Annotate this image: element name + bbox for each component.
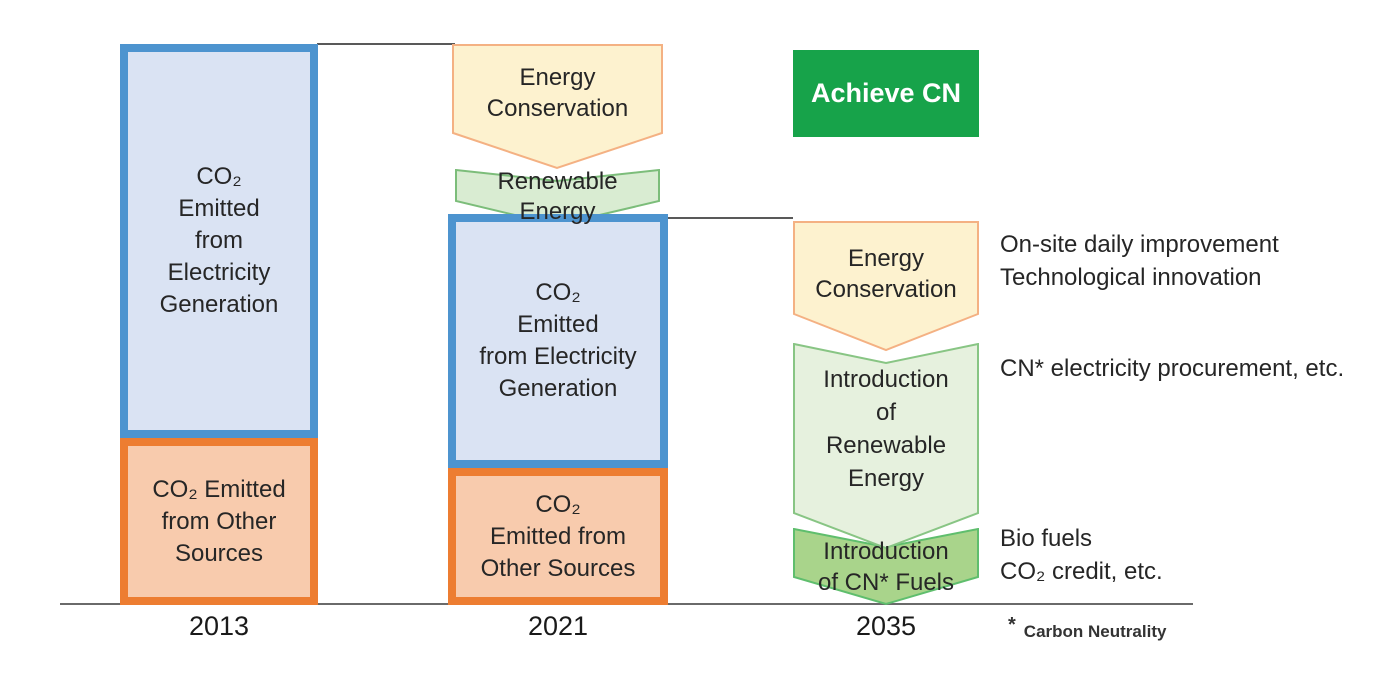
arrow-2021-energy-conservation xyxy=(452,44,663,170)
bar-2013-electricity-co2: CO₂ Emitted from Electricity Generation xyxy=(120,44,318,438)
arrow-2035-renewable-energy-label: Introduction of Renewable Energy xyxy=(823,366,949,492)
arrow-2021-renewable-energy-label: Renewable Energy xyxy=(497,168,618,225)
arrow-2021-energy-conservation-label: Energy Conservation xyxy=(486,64,629,122)
axis-label-2013: 2013 xyxy=(188,611,250,641)
achieve-cn-badge: Achieve CN xyxy=(793,50,979,137)
bar-2013-other-co2: CO₂ Emitted from Other Sources xyxy=(120,438,318,605)
carbon-neutrality-footnote: * Carbon Neutrality xyxy=(1008,614,1166,642)
bar-2021-other-co2: CO₂ Emitted from Other Sources xyxy=(448,468,668,605)
footnote-label: Carbon Neutrality xyxy=(1023,622,1167,641)
arrow-2035-energy-conservation-label: Energy Conservation xyxy=(815,245,957,303)
arrow-2035-renewable-energy xyxy=(793,343,979,550)
arrow-2021-renewable-energy xyxy=(455,169,660,227)
axis-label-2035: 2035 xyxy=(855,611,917,641)
connector-2013-to-2021 xyxy=(317,43,455,45)
annotation-renewable: CN* electricity procurement, etc. xyxy=(1000,355,1345,382)
bar-2021-electricity-co2: CO₂ Emitted from Electricity Generation xyxy=(448,214,668,468)
footnote-asterisk: * xyxy=(1008,614,1016,636)
connector-2021-to-2035 xyxy=(667,217,793,219)
annotation-energy-conservation: On-site daily improvement Technological … xyxy=(1000,231,1279,291)
axis-label-2021: 2021 xyxy=(527,611,589,641)
annotation-cn-fuels: Bio fuels CO₂ credit, etc. xyxy=(1000,525,1163,585)
arrow-2035-cn-fuels-label: Introduction of CN* Fuels xyxy=(817,538,955,596)
arrow-2035-energy-conservation xyxy=(793,221,979,352)
